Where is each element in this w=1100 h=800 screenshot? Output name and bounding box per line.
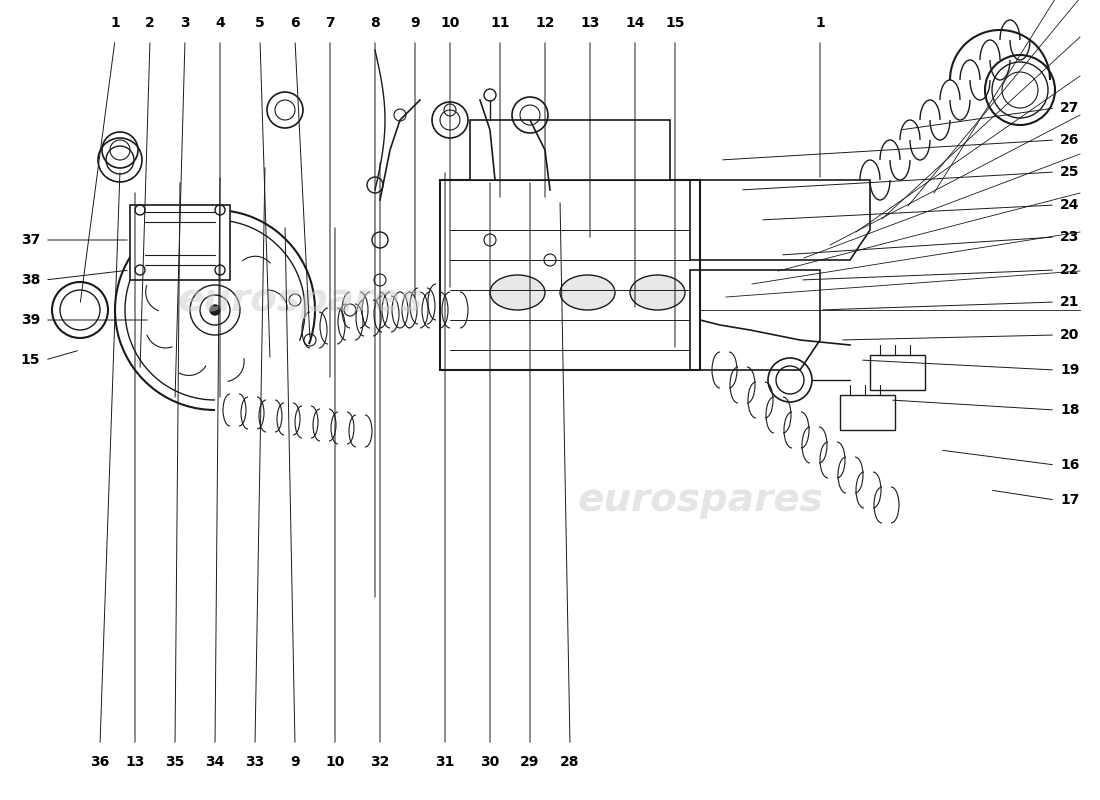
- Text: 13: 13: [125, 755, 145, 769]
- Text: 15: 15: [666, 16, 684, 30]
- Text: 1: 1: [815, 16, 825, 30]
- Text: 32: 32: [371, 755, 389, 769]
- Text: 10: 10: [440, 16, 460, 30]
- Text: 21: 21: [1060, 295, 1079, 309]
- Text: 1: 1: [110, 16, 120, 30]
- Text: 19: 19: [1060, 363, 1079, 377]
- Text: 8: 8: [370, 16, 379, 30]
- Text: eurospares: eurospares: [578, 481, 823, 519]
- Text: 3: 3: [180, 16, 190, 30]
- Text: 39: 39: [21, 313, 40, 327]
- Text: 5: 5: [255, 16, 265, 30]
- Text: 37: 37: [21, 233, 40, 247]
- Bar: [840, 395, 895, 430]
- Text: 35: 35: [165, 755, 185, 769]
- Text: 25: 25: [1060, 165, 1079, 179]
- Text: eurospares: eurospares: [177, 281, 422, 319]
- Text: 30: 30: [481, 755, 499, 769]
- Text: 6: 6: [290, 16, 300, 30]
- Text: 20: 20: [1060, 328, 1079, 342]
- Text: 16: 16: [1060, 458, 1079, 472]
- Text: 9: 9: [410, 16, 420, 30]
- Text: 34: 34: [206, 755, 224, 769]
- Ellipse shape: [630, 275, 685, 310]
- Ellipse shape: [490, 275, 544, 310]
- Text: 15: 15: [21, 353, 40, 367]
- Text: 2: 2: [145, 16, 155, 30]
- Text: 38: 38: [21, 273, 40, 287]
- Text: 10: 10: [326, 755, 344, 769]
- Text: 22: 22: [1060, 263, 1079, 277]
- Text: 36: 36: [90, 755, 110, 769]
- Text: 29: 29: [520, 755, 540, 769]
- Text: 24: 24: [1060, 198, 1079, 212]
- Text: 4: 4: [216, 16, 224, 30]
- Text: 7: 7: [326, 16, 334, 30]
- Bar: [870, 355, 925, 390]
- Text: 27: 27: [1060, 101, 1079, 115]
- Text: 12: 12: [536, 16, 554, 30]
- Text: 17: 17: [1060, 493, 1079, 507]
- Text: 14: 14: [625, 16, 645, 30]
- Circle shape: [210, 305, 220, 315]
- Text: 13: 13: [581, 16, 600, 30]
- Bar: [130, 205, 230, 280]
- Text: 28: 28: [560, 755, 580, 769]
- Ellipse shape: [560, 275, 615, 310]
- Text: 9: 9: [290, 755, 300, 769]
- Text: 26: 26: [1060, 133, 1079, 147]
- Bar: [440, 180, 700, 370]
- Text: 31: 31: [436, 755, 454, 769]
- Text: 33: 33: [245, 755, 265, 769]
- Text: 11: 11: [491, 16, 509, 30]
- Text: 18: 18: [1060, 403, 1079, 417]
- Text: 23: 23: [1060, 230, 1079, 244]
- Bar: [470, 120, 670, 180]
